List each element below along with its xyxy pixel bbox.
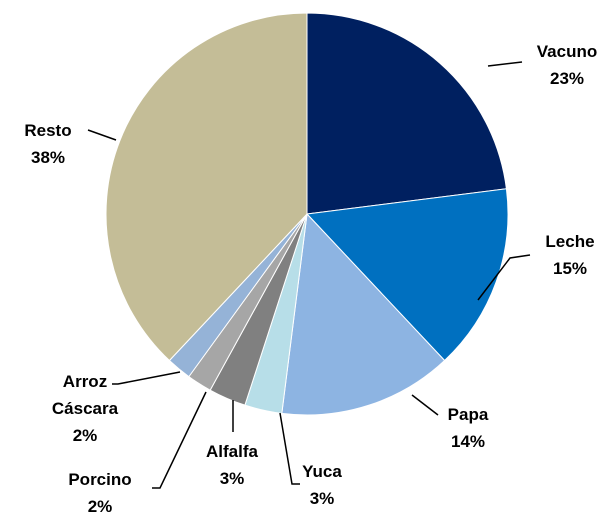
value-label: 3% [219, 469, 245, 488]
category-label: Alfalfa [206, 442, 258, 461]
category-label: Papa [447, 405, 489, 424]
pie-slice [281, 212, 446, 416]
category-label: Resto [24, 121, 72, 140]
value-label: 2% [72, 426, 98, 445]
slice-label: Porcino 2% [45, 466, 155, 519]
pie-slice [305, 188, 509, 362]
leader-line [477, 254, 531, 301]
leader-line [112, 371, 181, 385]
value-label: 38% [30, 148, 66, 167]
category-label: Arroz Cáscara [51, 372, 119, 418]
leader-line [279, 412, 300, 485]
leader-line [87, 129, 117, 141]
slice-label: Resto 38% [3, 117, 93, 171]
category-label: Yuca [302, 462, 342, 481]
value-label: 23% [549, 69, 585, 88]
category-label: Porcino [68, 470, 132, 489]
slice-label: Vacuno 23% [522, 38, 611, 92]
slice-label: Yuca 3% [277, 458, 367, 512]
slice-label: Leche 15% [525, 228, 611, 282]
value-label: 14% [450, 432, 486, 451]
leader-line [411, 394, 439, 416]
slice-label: Alfalfa 3% [187, 438, 277, 492]
leader-line [152, 391, 207, 489]
value-label: 15% [552, 259, 588, 278]
leader-line [487, 61, 523, 67]
slice-label: Papa 14% [423, 401, 513, 455]
category-label: Vacuno [536, 42, 598, 61]
slice-label: Arroz Cáscara 2% [35, 368, 135, 449]
value-label: 2% [87, 497, 113, 516]
pie-slice [306, 12, 507, 215]
value-label: 3% [309, 489, 335, 508]
pie-slice [105, 12, 308, 362]
category-label: Leche [545, 232, 595, 251]
